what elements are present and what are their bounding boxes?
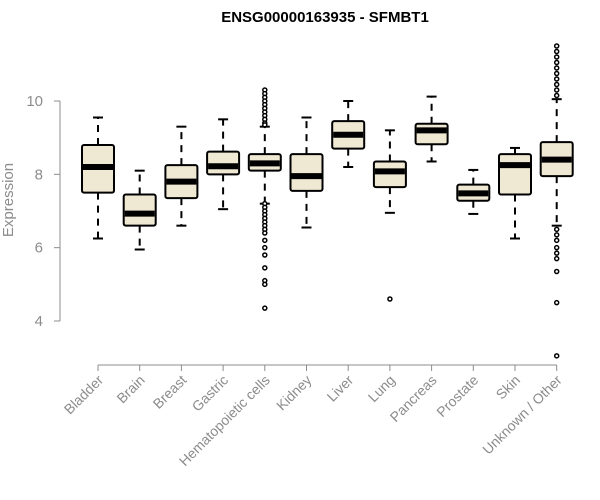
outlier-point <box>553 268 560 275</box>
outlier-point <box>553 353 560 359</box>
x-tick-label: Lung <box>365 372 398 405</box>
outlier-point <box>553 250 560 256</box>
box-gastric <box>206 118 241 211</box>
outlier-point <box>262 230 268 236</box>
outlier-point <box>553 65 560 71</box>
outlier-point <box>553 237 560 244</box>
box-bladder <box>81 116 115 240</box>
x-tick-label: Unknown / Other <box>479 372 565 458</box>
y-tick-label: 8 <box>35 166 43 183</box>
outlier-point <box>262 252 268 258</box>
outlier-point <box>553 244 560 251</box>
box-lung <box>372 129 407 302</box>
y-tick-label: 4 <box>35 313 43 330</box>
outlier-point <box>553 54 560 60</box>
outlier-point <box>262 281 268 288</box>
box-kidney <box>289 116 324 229</box>
outlier-point <box>553 87 560 93</box>
box-brain <box>122 169 157 251</box>
outlier-point <box>262 265 268 271</box>
box-unknown-other <box>539 43 574 359</box>
box-pancreas <box>414 95 449 163</box>
outlier-point <box>262 237 268 244</box>
outlier-point <box>553 43 560 49</box>
y-tick-label: 10 <box>26 93 43 110</box>
x-tick-label: Bladder <box>61 372 107 418</box>
x-tick-label: Kidney <box>273 372 315 414</box>
outlier-point <box>262 305 268 311</box>
x-tick-label: Brain <box>113 372 147 406</box>
iqr-box <box>206 150 241 176</box>
iqr-box <box>289 153 324 192</box>
chart-title: ENSG00000163935 - SFMBT1 <box>221 9 429 26</box>
x-tick-label: Breast <box>150 372 190 412</box>
outlier-point <box>553 255 560 262</box>
box-series <box>81 43 574 359</box>
box-liver <box>331 100 366 168</box>
outlier-point <box>553 92 560 99</box>
iqr-box <box>414 122 449 146</box>
box-prostate <box>456 168 491 215</box>
y-axis: 4 6 8 10 <box>26 93 61 330</box>
box-hematopoietic-cells <box>247 87 282 311</box>
outlier-point <box>553 81 560 88</box>
outlier-point <box>262 244 268 251</box>
x-tick-label: Skin <box>493 372 524 403</box>
iqr-box <box>122 193 157 227</box>
outlier-point <box>553 48 560 55</box>
outlier-point <box>553 226 560 233</box>
iqr-box <box>498 153 532 196</box>
box-skin <box>498 146 532 240</box>
outlier-point <box>387 296 393 302</box>
outlier-point <box>553 59 560 66</box>
outlier-point <box>553 232 560 238</box>
y-tick-label: 6 <box>35 240 43 257</box>
y-axis-label: Expression <box>0 163 17 237</box>
outlier-point <box>262 122 268 128</box>
outlier-point <box>553 70 560 77</box>
outlier-point <box>553 76 560 82</box>
x-tick-label: Liver <box>324 372 357 405</box>
x-tick-label: Prostate <box>433 372 481 420</box>
box-breast <box>164 125 199 227</box>
outlier-point <box>553 299 560 306</box>
